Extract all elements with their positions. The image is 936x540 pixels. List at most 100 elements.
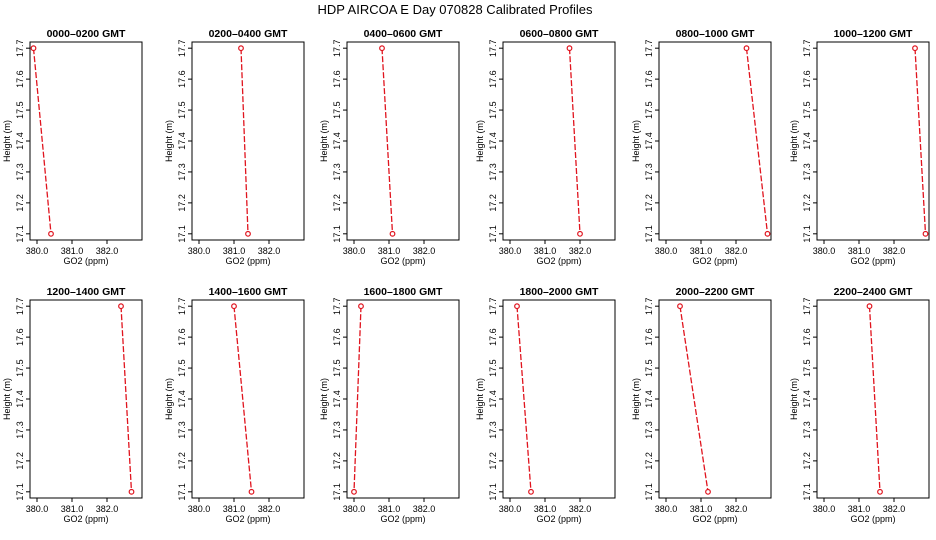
y-tick-label: 17.4 xyxy=(488,132,498,150)
series-line xyxy=(240,48,249,234)
x-tick-label: 380.0 xyxy=(343,504,366,514)
x-axis-label: GO2 (ppm) xyxy=(380,514,425,524)
y-tick-label: 17.7 xyxy=(177,39,187,57)
panel-title: 1200–1400 GMT xyxy=(47,286,126,298)
chart-panel: 1200–1400 GMT 17.1 17.2 17.3 17.4 17.5 17.6 17.… xyxy=(2,286,143,524)
x-tick-label: 381.0 xyxy=(223,504,246,514)
panel-title: 0200–0400 GMT xyxy=(209,28,288,40)
y-tick-label: 17.7 xyxy=(644,297,654,315)
y-tick-label: 17.7 xyxy=(177,297,187,315)
y-tick-label: 17.4 xyxy=(488,390,498,408)
y-tick-label: 17.1 xyxy=(644,483,654,501)
series-line xyxy=(868,306,881,492)
y-tick-label: 17.1 xyxy=(15,483,25,501)
y-tick-label: 17.2 xyxy=(488,452,498,470)
data-point xyxy=(528,488,534,495)
panel-title: 1000–1200 GMT xyxy=(834,28,913,40)
y-tick-label: 17.2 xyxy=(15,194,25,212)
x-tick-label: 382.0 xyxy=(96,504,119,514)
y-tick-label: 17.1 xyxy=(15,225,25,243)
y-tick-label: 17.6 xyxy=(177,70,187,88)
data-point xyxy=(358,303,364,310)
panel-title: 1400–1600 GMT xyxy=(209,286,288,298)
y-tick-label: 17.4 xyxy=(177,132,187,150)
y-tick-label: 17.3 xyxy=(488,163,498,181)
y-tick-label: 17.1 xyxy=(177,225,187,243)
x-axis-label: GO2 (ppm) xyxy=(380,256,425,266)
y-axis-label: Height (m) xyxy=(789,120,799,162)
y-tick-label: 17.3 xyxy=(332,163,342,181)
x-axis-label: GO2 (ppm) xyxy=(225,256,270,266)
data-point xyxy=(245,230,251,237)
y-tick-label: 17.5 xyxy=(177,101,187,119)
chart-panel: 0200–0400 GMT 17.1 17.2 17.3 17.4 17.5 17.6 17.… xyxy=(164,28,305,266)
y-tick-label: 17.1 xyxy=(332,225,342,243)
series-line xyxy=(745,48,769,234)
chart-panel: 0000–0200 GMT 17.1 17.2 17.3 17.4 17.5 17.6 17.… xyxy=(2,28,143,266)
panel-title: 0000–0200 GMT xyxy=(47,28,126,40)
y-tick-label: 17.5 xyxy=(802,101,812,119)
y-tick-label: 17.6 xyxy=(802,70,812,88)
y-tick-label: 17.5 xyxy=(15,359,25,377)
y-tick-label: 17.6 xyxy=(488,328,498,346)
data-point xyxy=(48,230,54,237)
x-tick-label: 382.0 xyxy=(96,246,119,256)
chart-panel: 0400–0600 GMT 17.1 17.2 17.3 17.4 17.5 17.6 17.… xyxy=(319,28,460,266)
data-point xyxy=(351,488,357,495)
chart-panel: 2200–2400 GMT 17.1 17.2 17.3 17.4 17.5 17.6 17.… xyxy=(789,286,930,524)
chart-panel: 2000–2200 GMT 17.1 17.2 17.3 17.4 17.5 17.6 17.… xyxy=(631,286,772,524)
data-point xyxy=(705,488,711,495)
y-axis-label: Height (m) xyxy=(475,120,485,162)
y-tick-label: 17.7 xyxy=(15,297,25,315)
x-tick-label: 380.0 xyxy=(813,504,836,514)
panel-title: 1800–2000 GMT xyxy=(520,286,599,298)
y-tick-label: 17.4 xyxy=(644,390,654,408)
x-axis-label: GO2 (ppm) xyxy=(225,514,270,524)
series-line xyxy=(32,48,52,234)
x-tick-label: 381.0 xyxy=(378,246,401,256)
chart-panel: 1000–1200 GMT 17.1 17.2 17.3 17.4 17.5 17.6 17.… xyxy=(789,28,930,266)
data-point xyxy=(389,230,396,237)
x-tick-label: 382.0 xyxy=(258,246,281,256)
x-tick-label: 381.0 xyxy=(848,246,871,256)
x-tick-label: 380.0 xyxy=(26,246,49,256)
series-line xyxy=(568,48,581,234)
x-tick-label: 380.0 xyxy=(26,504,49,514)
y-tick-label: 17.7 xyxy=(802,297,812,315)
y-tick-label: 17.3 xyxy=(177,421,187,439)
y-tick-label: 17.3 xyxy=(488,421,498,439)
y-tick-label: 17.3 xyxy=(332,421,342,439)
y-tick-label: 17.1 xyxy=(488,483,498,501)
data-point xyxy=(577,230,583,237)
y-tick-label: 17.6 xyxy=(802,328,812,346)
y-tick-label: 17.2 xyxy=(332,194,342,212)
y-tick-label: 17.5 xyxy=(332,101,342,119)
y-tick-label: 17.2 xyxy=(177,452,187,470)
y-tick-label: 17.2 xyxy=(177,194,187,212)
y-tick-label: 17.2 xyxy=(15,452,25,470)
series-line xyxy=(679,306,709,492)
panel-title: 0800–1000 GMT xyxy=(676,28,755,40)
x-axis-label: GO2 (ppm) xyxy=(850,514,895,524)
y-tick-label: 17.7 xyxy=(488,297,498,315)
data-point xyxy=(30,45,37,52)
x-tick-label: 381.0 xyxy=(61,246,84,256)
x-tick-label: 382.0 xyxy=(725,246,748,256)
chart-panel: 1400–1600 GMT 17.1 17.2 17.3 17.4 17.5 17.6 17.… xyxy=(164,286,305,524)
data-point xyxy=(877,488,883,495)
y-tick-label: 17.5 xyxy=(644,359,654,377)
y-tick-label: 17.5 xyxy=(15,101,25,119)
data-point xyxy=(764,230,771,237)
y-tick-label: 17.6 xyxy=(644,328,654,346)
y-axis-label: Height (m) xyxy=(164,120,174,162)
y-tick-label: 17.4 xyxy=(177,390,187,408)
y-tick-label: 17.6 xyxy=(332,328,342,346)
y-tick-label: 17.1 xyxy=(644,225,654,243)
y-tick-label: 17.6 xyxy=(644,70,654,88)
y-tick-label: 17.6 xyxy=(15,70,25,88)
panel-title: 1600–1800 GMT xyxy=(364,286,443,298)
x-tick-label: 381.0 xyxy=(690,504,713,514)
y-tick-label: 17.6 xyxy=(332,70,342,88)
